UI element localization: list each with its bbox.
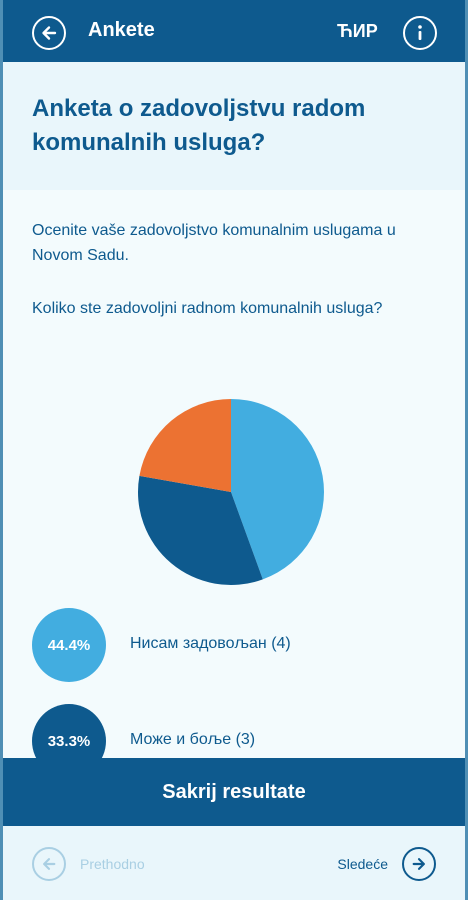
- info-icon: [418, 25, 422, 40]
- pie-slice-1: [137, 475, 263, 586]
- bottom-navigation: Prethodno Sledeće: [0, 826, 468, 900]
- info-button[interactable]: [403, 16, 437, 50]
- result-label: Нисам задовољан (4): [130, 635, 291, 652]
- result-item-not-satisfied: 44.4% Нисам задовољан (4): [32, 608, 452, 682]
- page-title: Ankete: [88, 19, 155, 41]
- next-label: Sledeće: [337, 856, 388, 872]
- result-label: Може и боље (3): [130, 731, 256, 748]
- arrow-left-circle-icon: [32, 847, 66, 881]
- previous-label: Prethodno: [80, 856, 145, 872]
- survey-content: Ocenite vaše zadovoljstvo komunalnim usl…: [0, 190, 468, 758]
- next-button[interactable]: Sledeće: [337, 847, 436, 881]
- hide-results-button[interactable]: Sakrij resultate: [0, 758, 468, 826]
- app-bar: Ankete ЋИР: [0, 0, 468, 62]
- back-button[interactable]: [32, 16, 66, 50]
- arrow-left-icon: [42, 26, 57, 40]
- results-pie-chart: [136, 397, 326, 587]
- script-toggle-button[interactable]: ЋИР: [337, 21, 378, 41]
- previous-button[interactable]: Prethodno: [32, 847, 145, 881]
- arrow-right-circle-icon: [402, 847, 436, 881]
- result-percent-badge: 33.3%: [32, 704, 106, 758]
- result-item-could-be-better: 33.3% Може и боље (3): [32, 704, 452, 758]
- survey-description: Ocenite vaše zadovoljstvo komunalnim usl…: [32, 222, 396, 264]
- survey-header: Anketa o zadovoljstvu radom komunalnih u…: [0, 62, 468, 190]
- result-percent-badge: 44.4%: [32, 608, 106, 682]
- pie-slice-2: [139, 399, 231, 492]
- survey-title: Anketa o zadovoljstvu radom komunalnih u…: [32, 95, 366, 156]
- pie-slice-0: [231, 399, 324, 580]
- survey-question: Koliko ste zadovoljni radnom komunalnih …: [32, 300, 383, 317]
